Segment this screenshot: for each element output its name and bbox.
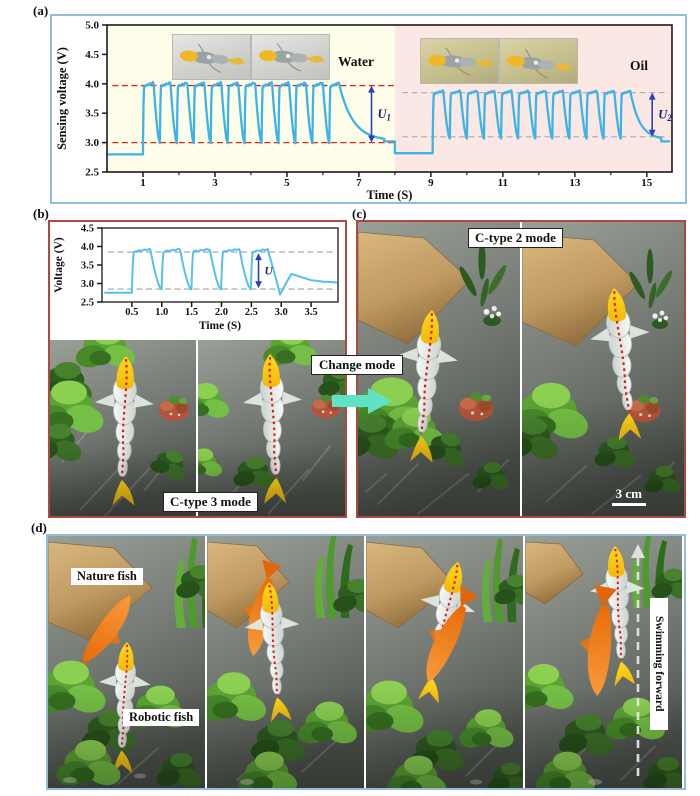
panel-a-label: (a) — [33, 3, 49, 18]
panel-d-box: Nature fish Robotic fish Swimming forwar… — [28, 531, 695, 796]
svg-text:1.5: 1.5 — [185, 307, 198, 318]
svg-text:5: 5 — [284, 177, 290, 189]
svg-text:3.5: 3.5 — [81, 261, 94, 272]
change-mode-arrow-icon — [330, 386, 394, 416]
panel-b-label: (b) — [33, 206, 49, 221]
svg-text:3.5: 3.5 — [85, 108, 99, 120]
svg-text:3.0: 3.0 — [275, 307, 288, 318]
svg-text:3: 3 — [212, 177, 218, 189]
oil-label: Oil — [630, 58, 649, 73]
water-label: Water — [338, 54, 374, 69]
svg-text:4.0: 4.0 — [81, 242, 94, 253]
fish-photo-oil-2 — [499, 38, 578, 84]
underwater-photo-frame — [346, 536, 538, 796]
svg-text:Time (S): Time (S) — [199, 320, 241, 332]
svg-text:Time (S): Time (S) — [367, 188, 413, 202]
panel-d-photo-row — [28, 531, 695, 796]
svg-text:2.0: 2.0 — [215, 307, 228, 318]
panel-a-chart-box: 1 3 5 7 9 11 13 15 2.5 3.0 3.5 4.0 4.5 5.0 Time (S) Sen… — [50, 14, 687, 204]
c-type-2-mode-label: C-type 2 mode — [468, 228, 563, 248]
panel-b-box: 0.5 1.0 1.5 2.0 2.5 3.0 3.5 2.5 3.0 3.5 4.0 4.5 Time… — [26, 220, 362, 518]
underwater-photo-frame — [194, 534, 381, 796]
svg-text:4.5: 4.5 — [81, 224, 94, 235]
nature-fish-label: Nature fish — [71, 568, 143, 585]
fish-photo-oil-1 — [420, 38, 499, 84]
change-mode-label: Change mode — [311, 355, 404, 375]
svg-text:3.5: 3.5 — [305, 307, 318, 318]
underwater-photo-frame — [501, 222, 684, 516]
svg-text:2.5: 2.5 — [81, 298, 94, 309]
svg-text:U: U — [265, 266, 274, 278]
svg-text:0.5: 0.5 — [125, 307, 138, 318]
svg-text:3.0: 3.0 — [81, 279, 94, 290]
svg-text:Sensing voltage (V): Sensing voltage (V) — [55, 47, 69, 150]
swimming-forward-label: Swimming forward — [650, 598, 668, 730]
svg-text:13: 13 — [569, 177, 581, 189]
sensing-voltage-chart: 1 3 5 7 9 11 13 15 2.5 3.0 3.5 4.0 4.5 5.0 Time (S) Sen… — [52, 16, 685, 207]
svg-text:2.5: 2.5 — [85, 167, 99, 179]
panel-b-photo-row — [26, 325, 362, 517]
svg-text:1: 1 — [140, 177, 146, 189]
underwater-photo-frame — [26, 325, 196, 517]
voltage-inset-chart: 0.5 1.0 1.5 2.0 2.5 3.0 3.5 2.5 3.0 3.5 4.0 4.5 Time… — [50, 222, 345, 345]
svg-text:4.0: 4.0 — [85, 78, 99, 90]
svg-text:2.5: 2.5 — [245, 307, 258, 318]
swimming-forward-arrow-icon — [626, 542, 650, 782]
svg-text:3.0: 3.0 — [85, 137, 99, 149]
svg-text:15: 15 — [641, 177, 653, 189]
svg-text:4.5: 4.5 — [85, 49, 99, 61]
svg-text:7: 7 — [356, 177, 362, 189]
panel-d-label: (d) — [31, 520, 47, 535]
scale-bar: 3 cm — [611, 486, 646, 506]
c-type-3-mode-label: C-type 3 mode — [163, 492, 258, 512]
fish-photo-water-2 — [251, 34, 330, 80]
svg-text:Voltage (V): Voltage (V) — [53, 237, 65, 293]
svg-text:9: 9 — [428, 177, 434, 189]
svg-text:5.0: 5.0 — [85, 20, 99, 32]
svg-text:11: 11 — [498, 177, 508, 189]
panel-c-photo-row — [337, 222, 684, 516]
robotic-fish-label: Robotic fish — [123, 709, 200, 726]
panel-c-label: (c) — [352, 206, 367, 221]
panel-c-box: C-type 2 mode 3 cm — [337, 220, 686, 518]
fish-photo-water-1 — [172, 34, 251, 80]
svg-text:1.0: 1.0 — [155, 307, 168, 318]
